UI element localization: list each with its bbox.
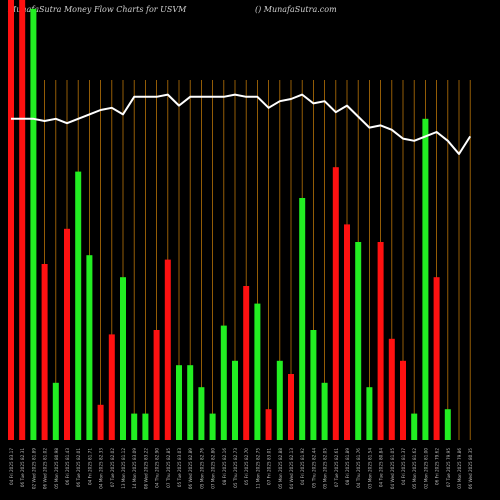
x-tick-label: 04 Tue 2025 80.84	[379, 448, 384, 487]
money-flow-bar	[444, 409, 451, 440]
money-flow-bar	[433, 277, 440, 440]
x-tick-label: 07 Thu 2025 82.85	[166, 448, 171, 488]
money-flow-bar	[332, 167, 339, 440]
money-flow-bar	[220, 325, 227, 440]
x-tick-label: 06 Wed 2025 81.02	[43, 448, 48, 489]
x-tick-label: 06 Fri 2025 79.62	[435, 448, 440, 485]
money-flow-bar	[187, 365, 194, 440]
x-tick-label: 08 Wed 2025 83.22	[143, 448, 148, 489]
money-flow-bar	[64, 228, 70, 440]
money-flow-bar	[276, 360, 283, 440]
money-flow-bar	[254, 303, 261, 440]
money-flow-bar	[232, 360, 238, 440]
x-tick-label: 07 Tue 2025 82.61	[334, 448, 339, 487]
x-tick-label: 05 Tue 2025 83.03	[177, 448, 182, 487]
x-tick-label: 04 Fri 2025 81.92	[300, 448, 305, 485]
x-tick-label: 05 Mon 2025 81.62	[412, 448, 417, 489]
x-tick-label: 14 Mon 2025 83.09	[132, 448, 137, 489]
money-flow-bar	[198, 387, 205, 440]
money-flow-bar	[321, 382, 328, 440]
money-flow-bar	[422, 118, 429, 441]
money-flow-bar	[153, 330, 160, 440]
money-flow-bar	[243, 286, 250, 440]
money-flow-bar	[52, 382, 59, 440]
money-flow-bar	[411, 413, 418, 440]
money-flow-bar	[377, 242, 384, 440]
x-tick-label: 13 Mon 2025 81.12	[121, 448, 126, 489]
money-flow-bar	[355, 242, 362, 440]
money-flow-bar	[164, 259, 171, 440]
x-tick-label: 03 Mon 2025 79.86	[457, 448, 462, 489]
money-flow-bar	[310, 330, 317, 440]
x-tick-label: 04 Wed 2025 81.05	[390, 448, 395, 489]
x-tick-label: 07 Fri 2025 83.01	[267, 448, 272, 485]
x-tick-label: 05 Thu 2025 82.44	[311, 448, 316, 488]
x-tick-label: 04 Fri 2025 83.17	[9, 448, 14, 485]
x-tick-label: 05 Thu 2025 82.73	[233, 448, 238, 488]
money-flow-bar	[288, 374, 294, 440]
x-tick-label: 06 Wed 2025 80.35	[468, 448, 473, 489]
x-tick-label: 02 Wed 2025 81.89	[31, 448, 36, 489]
x-tick-label: 04 Thu 2025 81.76	[356, 448, 361, 488]
x-tick-label: 04 Mon 2025 82.33	[99, 448, 104, 489]
x-tick-label: 05 Mon 2025 82.05	[323, 448, 328, 489]
x-tick-label: 06 Tue 2025 82.01	[76, 448, 81, 487]
money-flow-bar	[366, 387, 373, 440]
money-flow-bar	[19, 0, 26, 440]
x-tick-label: 03 Mon 2025 81.54	[367, 448, 372, 489]
money-flow-bar	[265, 409, 272, 440]
money-flow-bar	[120, 277, 126, 440]
x-tick-label: 04 Thu 2025 82.90	[155, 448, 160, 488]
x-tick-label: 06 Fri 2025 81.43	[65, 448, 70, 485]
x-tick-label: 07 Tue 2025 82.02	[110, 448, 115, 487]
money-flow-bar	[400, 360, 406, 440]
x-tick-label: 08 Fri 2025 82.16	[222, 448, 227, 485]
money-flow-bar	[8, 0, 14, 440]
money-flow-bar	[142, 413, 149, 440]
money-flow-bar	[97, 404, 104, 440]
chart-title: MunafaSutra Money Flow Charts for USVM	[8, 5, 187, 14]
x-tick-label: 05 Mon 2025 82.76	[199, 448, 204, 489]
x-tick-label: 04 Fri 2025 81.71	[87, 448, 92, 485]
x-tick-label: 04 Wed 2025 82.13	[289, 448, 294, 489]
money-flow-bar	[209, 413, 216, 440]
x-tick-label: 08 Fri 2025 81.89	[345, 448, 350, 485]
money-flow-bar	[299, 198, 306, 440]
x-tick-label: 02 Mon 2025 81.00	[423, 448, 428, 489]
x-tick-label: 06 Wed 2025 82.89	[188, 448, 193, 489]
price-line	[11, 93, 472, 155]
money-flow-bar	[388, 338, 395, 440]
x-tick-label: 07 Mon 2025 82.80	[211, 448, 216, 489]
x-tick-label: 11 Mon 2025 82.75	[255, 448, 260, 489]
money-flow-bar	[86, 255, 93, 440]
site-credit: () MunafaSutra.com	[255, 5, 337, 14]
x-tick-label: 04 Fri 2025 81.37	[401, 448, 406, 485]
x-tick-label: 06 Tue 2025 82.31	[20, 448, 25, 487]
x-tick-label: 07 Tue 2025 79.95	[446, 448, 451, 487]
money-flow-bar	[75, 171, 82, 440]
money-flow-bar	[41, 264, 48, 440]
x-tick-label: 05 Fri 2025 82.70	[244, 448, 249, 485]
money-flow-bar	[131, 413, 138, 440]
x-tick-label: 05 Mon 2025 80.98	[54, 448, 59, 489]
x-tick-label: 05 Mon 2025 82.88	[278, 448, 283, 489]
money-flow-bar	[30, 8, 37, 441]
money-flow-bar	[344, 224, 350, 440]
money-flow-bar	[108, 334, 115, 440]
money-flow-bar	[176, 365, 182, 440]
